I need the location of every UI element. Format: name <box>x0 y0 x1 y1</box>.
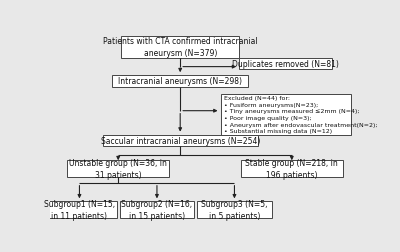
Text: Saccular intracranial aneurysms (N=254): Saccular intracranial aneurysms (N=254) <box>100 136 260 145</box>
FancyBboxPatch shape <box>197 202 272 218</box>
FancyBboxPatch shape <box>67 161 169 177</box>
FancyBboxPatch shape <box>121 37 239 59</box>
FancyBboxPatch shape <box>239 58 332 70</box>
FancyBboxPatch shape <box>220 94 351 135</box>
Text: Intracranial aneurysms (N=298): Intracranial aneurysms (N=298) <box>118 77 242 86</box>
FancyBboxPatch shape <box>241 161 343 177</box>
FancyBboxPatch shape <box>103 135 258 147</box>
Text: Subgroup1 (N=15,
in 11 patients): Subgroup1 (N=15, in 11 patients) <box>44 199 115 220</box>
Text: Stable group (N=218, in
196 patients): Stable group (N=218, in 196 patients) <box>246 159 338 179</box>
Text: Subgroup3 (N=5,
in 5 patients): Subgroup3 (N=5, in 5 patients) <box>201 199 268 220</box>
FancyBboxPatch shape <box>112 76 248 87</box>
Text: Excluded (N=44) for:
• Fusiform aneurysms(N=23);
• Tiny aneurysms measured ≤2mm : Excluded (N=44) for: • Fusiform aneurysm… <box>224 96 378 134</box>
FancyBboxPatch shape <box>120 202 194 218</box>
FancyBboxPatch shape <box>42 202 117 218</box>
Text: Patients with CTA confirmed intracranial
aneurysm (N=379): Patients with CTA confirmed intracranial… <box>103 37 258 58</box>
Text: Duplicates removed (N=81): Duplicates removed (N=81) <box>232 60 339 69</box>
Text: Unstable group (N=36, in
31 patients): Unstable group (N=36, in 31 patients) <box>69 159 167 179</box>
Text: Subgroup2 (N=16,
in 15 patients): Subgroup2 (N=16, in 15 patients) <box>121 199 192 220</box>
